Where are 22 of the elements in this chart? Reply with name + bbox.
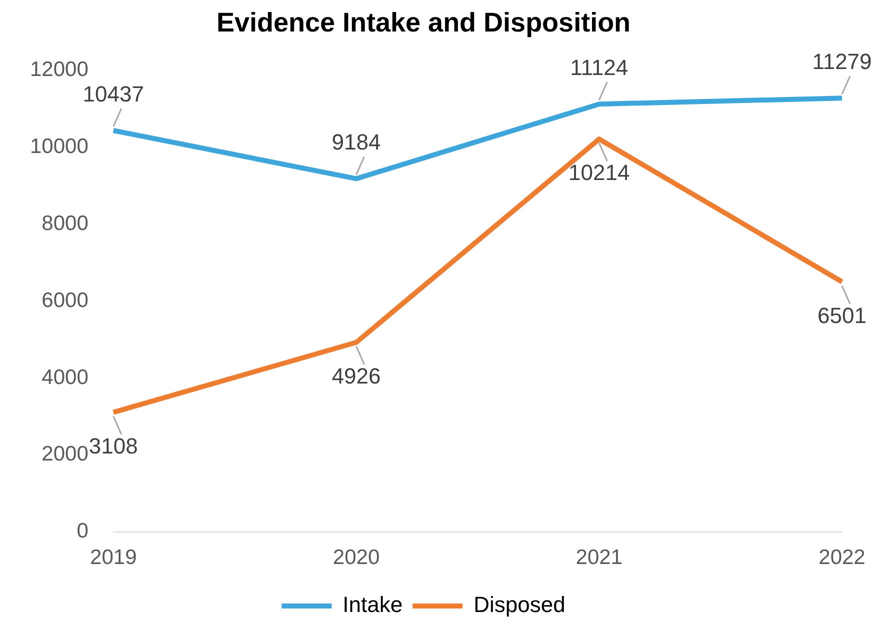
y-tick-label: 4000 bbox=[42, 366, 88, 389]
data-label: 10214 bbox=[568, 160, 630, 186]
y-tick-label: 0 bbox=[76, 520, 88, 543]
data-label: 3108 bbox=[88, 433, 138, 458]
y-tick-label: 6000 bbox=[42, 288, 88, 312]
y-tick-label: 8000 bbox=[42, 212, 88, 235]
legend-label: Disposed bbox=[474, 592, 566, 618]
x-tick-label: 2022 bbox=[818, 546, 866, 570]
data-label: 11279 bbox=[812, 49, 872, 74]
x-tick-label: 2020 bbox=[332, 546, 380, 570]
x-tick-label: 2019 bbox=[90, 546, 137, 570]
y-tick-label: 10000 bbox=[30, 135, 88, 158]
data-label: 4926 bbox=[332, 363, 381, 388]
x-tick-label: 2021 bbox=[576, 546, 622, 570]
legend-label: Intake bbox=[342, 592, 403, 618]
data-label: 6501 bbox=[818, 302, 866, 328]
y-tick-label: 12000 bbox=[30, 58, 88, 82]
data-label: 9184 bbox=[332, 130, 381, 155]
chart-title: Evidence Intake and Disposition bbox=[216, 8, 631, 38]
data-label: 11124 bbox=[570, 55, 628, 80]
data-label: 10437 bbox=[82, 82, 144, 107]
y-tick-label: 2000 bbox=[42, 442, 88, 466]
